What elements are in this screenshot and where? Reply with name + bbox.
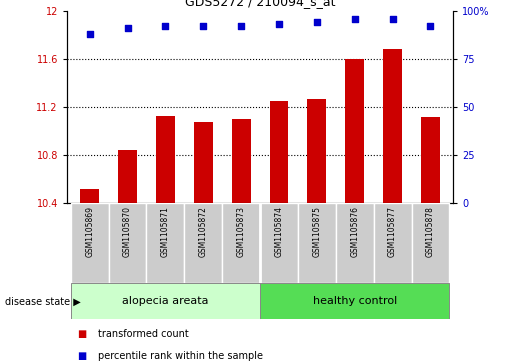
Bar — [336, 203, 374, 283]
Bar — [345, 59, 364, 203]
Text: GSM1105876: GSM1105876 — [350, 206, 359, 257]
Bar — [80, 189, 99, 203]
Text: GSM1105878: GSM1105878 — [426, 206, 435, 257]
Text: disease state ▶: disease state ▶ — [5, 296, 81, 306]
Text: alopecia areata: alopecia areata — [122, 296, 209, 306]
Bar — [421, 117, 440, 203]
Bar — [383, 49, 402, 203]
Bar — [146, 203, 184, 283]
Bar — [374, 203, 411, 283]
Point — [199, 23, 208, 29]
Point — [351, 16, 359, 21]
Text: GSM1105874: GSM1105874 — [274, 206, 284, 257]
Text: GSM1105875: GSM1105875 — [313, 206, 321, 257]
Point — [237, 23, 245, 29]
Point — [313, 20, 321, 25]
Point — [85, 31, 94, 37]
Bar — [71, 203, 109, 283]
Text: GSM1105871: GSM1105871 — [161, 206, 170, 257]
Bar — [269, 101, 288, 203]
Bar — [411, 203, 450, 283]
Bar — [307, 99, 327, 203]
Text: transformed count: transformed count — [98, 329, 188, 339]
Point — [426, 23, 435, 29]
Text: healthy control: healthy control — [313, 296, 397, 306]
Point — [161, 23, 169, 29]
Point — [275, 21, 283, 27]
Bar — [109, 203, 146, 283]
Text: ■: ■ — [77, 329, 87, 339]
Point — [124, 25, 132, 31]
Bar — [298, 203, 336, 283]
Bar — [222, 203, 260, 283]
Bar — [184, 203, 222, 283]
Bar — [156, 115, 175, 203]
Bar — [71, 283, 260, 319]
Bar — [118, 150, 137, 203]
Text: GSM1105869: GSM1105869 — [85, 206, 94, 257]
Text: GSM1105873: GSM1105873 — [236, 206, 246, 257]
Text: GSM1105872: GSM1105872 — [199, 206, 208, 257]
Title: GDS5272 / 210094_s_at: GDS5272 / 210094_s_at — [185, 0, 335, 8]
Bar — [232, 119, 251, 203]
Text: percentile rank within the sample: percentile rank within the sample — [98, 351, 263, 361]
Bar — [194, 122, 213, 203]
Bar — [260, 283, 450, 319]
Text: GSM1105870: GSM1105870 — [123, 206, 132, 257]
Point — [388, 16, 397, 21]
Text: GSM1105877: GSM1105877 — [388, 206, 397, 257]
Bar — [260, 203, 298, 283]
Text: ■: ■ — [77, 351, 87, 361]
